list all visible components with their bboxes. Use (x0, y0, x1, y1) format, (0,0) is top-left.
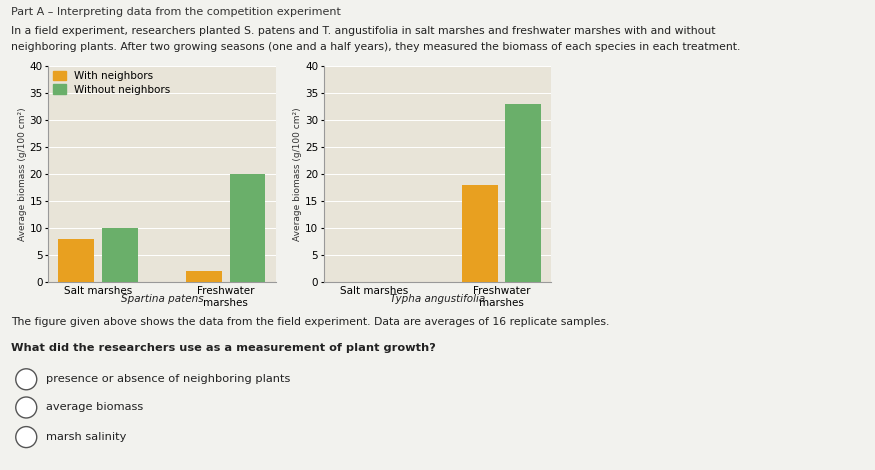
Y-axis label: Average biomass (g/100 cm²): Average biomass (g/100 cm²) (293, 107, 302, 241)
Text: presence or absence of neighboring plants: presence or absence of neighboring plant… (46, 374, 290, 384)
Bar (462, 185, 498, 282)
Text: average biomass: average biomass (46, 402, 143, 413)
Text: The figure given above shows the data from the field experiment. Data are averag: The figure given above shows the data fr… (11, 317, 610, 327)
Bar (505, 103, 541, 282)
Text: marsh salinity: marsh salinity (46, 432, 126, 442)
Text: Spartina patens: Spartina patens (121, 294, 203, 304)
Y-axis label: Average biomass (g/100 cm²): Average biomass (g/100 cm²) (18, 107, 26, 241)
Text: neighboring plants. After two growing seasons (one and a half years), they measu: neighboring plants. After two growing se… (11, 42, 741, 52)
Bar (186, 271, 222, 282)
Text: Typha angustifolia: Typha angustifolia (390, 294, 485, 304)
Text: Part A – Interpreting data from the competition experiment: Part A – Interpreting data from the comp… (11, 7, 341, 17)
Text: What did the researchers use as a measurement of plant growth?: What did the researchers use as a measur… (11, 343, 436, 353)
Bar (102, 228, 137, 282)
Bar (59, 239, 94, 282)
Text: In a field experiment, researchers planted S. patens and T. angustifolia in salt: In a field experiment, researchers plant… (11, 26, 716, 36)
Legend: With neighbors, Without neighbors: With neighbors, Without neighbors (53, 71, 171, 94)
Bar (229, 174, 265, 282)
